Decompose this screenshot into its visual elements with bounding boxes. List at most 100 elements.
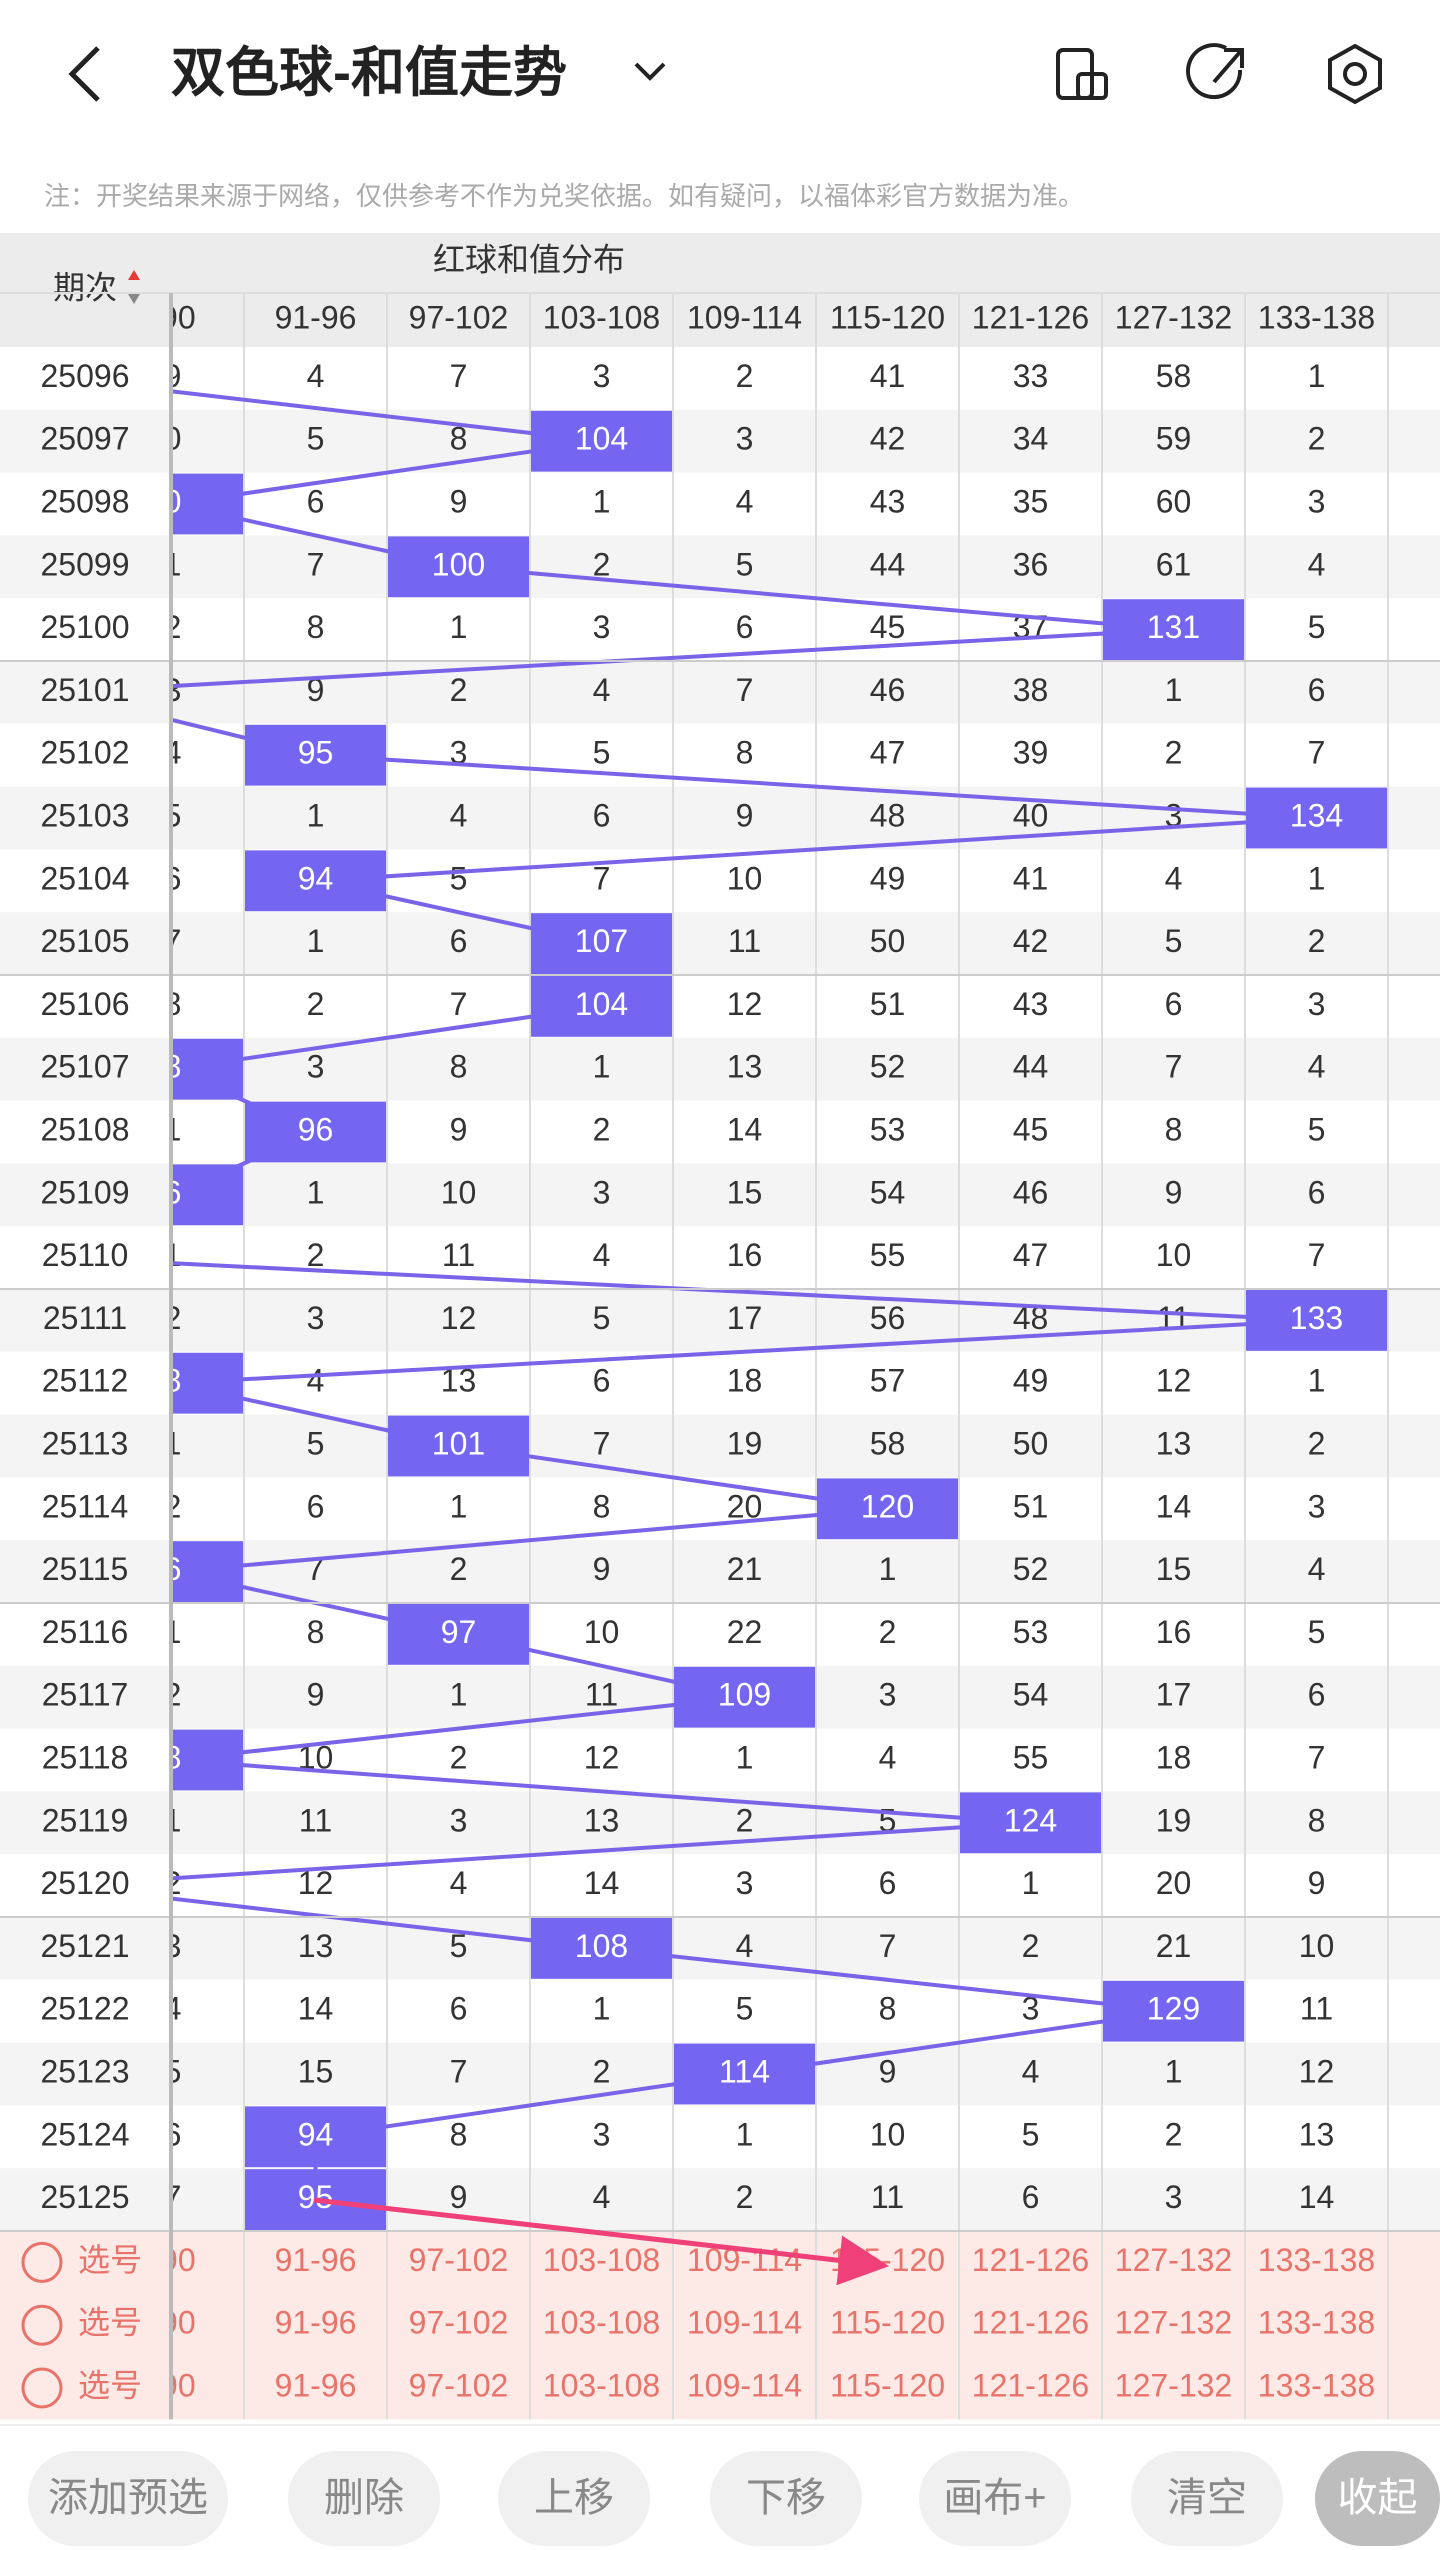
cell-value: 53 (1013, 1614, 1049, 1650)
action-button[interactable]: 清空 (1131, 2451, 1283, 2546)
cell-value: 58 (1156, 358, 1192, 394)
cell-value: 10 (727, 860, 763, 896)
dropdown-button[interactable] (634, 62, 666, 81)
layout-icon[interactable] (1056, 48, 1108, 100)
cell-value: 6 (450, 1991, 468, 2027)
cell-value: 14 (1156, 1488, 1192, 1524)
action-button[interactable]: 画布+ (919, 2451, 1071, 2546)
row-bg (0, 1854, 1440, 1917)
select-radio[interactable] (21, 2241, 63, 2283)
cell-value: 7 (1308, 1237, 1326, 1273)
cell-value: 4 (450, 1865, 468, 1901)
cell-value: 7 (593, 860, 611, 896)
cell-value: 3 (1308, 483, 1326, 519)
cell-value: 9 (1165, 1174, 1183, 1210)
row-bg (0, 849, 1440, 913)
hit-box (531, 913, 672, 974)
cell-value: 49 (1013, 1363, 1049, 1399)
settings-icon[interactable] (1328, 43, 1382, 105)
select-label: 选号 (78, 2367, 142, 2403)
cell-value: 48 (870, 797, 906, 833)
hit-box (531, 1918, 672, 1979)
row-bg (0, 535, 1440, 599)
action-button[interactable]: 上移 (498, 2451, 650, 2546)
cell-value: 16 (1156, 1614, 1192, 1650)
cell-value: 21 (1156, 1928, 1192, 1964)
hit-value: 97 (441, 1614, 477, 1650)
cell-value: 1 (164, 1802, 182, 1838)
action-button[interactable]: 下移 (710, 2451, 862, 2546)
column-header: -90 (149, 299, 195, 335)
row-bg (0, 1917, 1440, 1980)
hit-box (1103, 1980, 1244, 2042)
cell-value: 7 (450, 2053, 468, 2089)
cell-value: 59 (1156, 421, 1192, 457)
cell-value: 7 (307, 1551, 325, 1587)
hit-box (171, 1352, 243, 1414)
cell-value: 1 (1308, 1363, 1326, 1399)
cell-value: 11 (442, 1237, 475, 1273)
hit-value: 108 (575, 1928, 628, 1964)
cell-value: 2 (879, 1614, 897, 1650)
cell-value: 3 (1308, 1488, 1326, 1524)
cell-value: 6 (164, 2116, 182, 2152)
cell-value: 9 (736, 797, 754, 833)
share-icon[interactable] (1186, 43, 1244, 100)
cell-value: 13 (1156, 1425, 1192, 1461)
cell-value: 9 (450, 483, 468, 519)
cell-value: 4 (164, 1991, 182, 2027)
cell-value: 42 (870, 421, 906, 457)
action-button[interactable]: 收起 (1315, 2451, 1440, 2546)
hit-value: 114 (719, 2053, 770, 2089)
cell-value: 33 (1013, 358, 1049, 394)
cell-value: 1 (736, 1739, 754, 1775)
period-header: 期次 (53, 269, 117, 305)
cell-value: 8 (164, 986, 182, 1022)
period: 25106 (41, 986, 130, 1022)
hit-box (960, 1792, 1101, 1854)
period: 25114 (42, 1488, 129, 1524)
hit-value: 8 (164, 1363, 182, 1399)
cell-value: 45 (870, 609, 906, 645)
cell-value: 2 (1308, 1425, 1326, 1461)
cell-value: 5 (450, 1928, 468, 1964)
cell-value: 5 (307, 421, 325, 457)
hit-value: 129 (1147, 1991, 1200, 2027)
page-title: 双色球-和值走势 (171, 43, 567, 103)
cell-value: 5 (593, 1300, 611, 1336)
action-button[interactable]: 添加预选 (28, 2451, 228, 2546)
cell-value: 43 (1013, 986, 1049, 1022)
hit-value: 120 (861, 1488, 914, 1524)
hit-value: 96 (298, 1111, 334, 1147)
select-bg (0, 2231, 1440, 2420)
period: 25123 (41, 2053, 130, 2089)
cell-value: 39 (1013, 735, 1049, 771)
cell-value: 11 (1300, 1991, 1333, 2027)
cell-value: 60 (1156, 483, 1192, 519)
cell-value: 1 (450, 1677, 468, 1713)
cell-value: 1 (879, 1551, 897, 1587)
cell-value: 13 (727, 1049, 763, 1085)
select-option: 121-126 (972, 2305, 1089, 2341)
back-button[interactable] (68, 46, 100, 102)
cell-value: 6 (879, 1865, 897, 1901)
period: 25096 (41, 358, 130, 394)
hit-value: 104 (575, 986, 628, 1022)
select-radio[interactable] (21, 2367, 63, 2409)
select-radio[interactable] (21, 2304, 63, 2346)
select-option: 103-108 (543, 2242, 660, 2278)
period: 25119 (42, 1802, 129, 1838)
hit-box (171, 1038, 243, 1100)
cell-value: 6 (1308, 1174, 1326, 1210)
cell-value: 8 (307, 1614, 325, 1650)
cell-value: 2 (593, 2053, 611, 2089)
period: 25097 (41, 421, 130, 457)
cell-value: 41 (870, 358, 906, 394)
cell-value: 2 (307, 986, 325, 1022)
action-button[interactable]: 删除 (288, 2451, 440, 2546)
cell-value: 4 (307, 1363, 325, 1399)
cell-value: 1 (1308, 358, 1326, 394)
cell-value: 11 (299, 1802, 332, 1838)
hit-value: 8 (164, 1049, 182, 1085)
cell-value: 1 (164, 1614, 182, 1650)
